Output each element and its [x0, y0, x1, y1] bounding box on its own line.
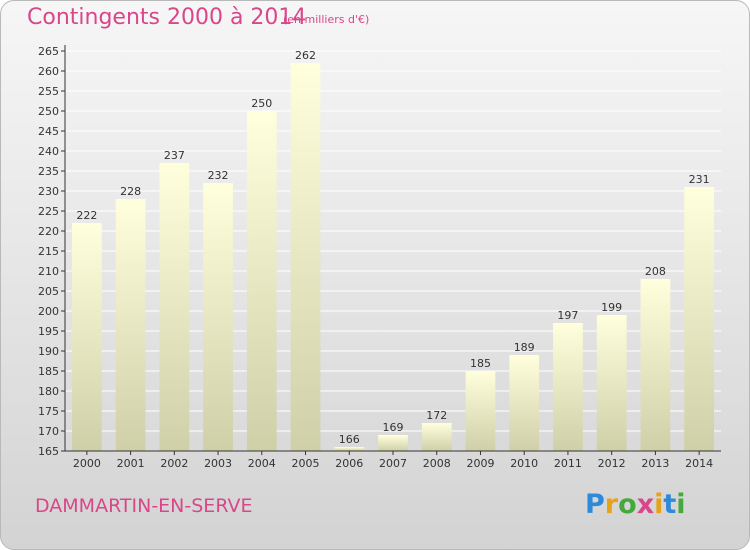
y-tick-label: 185 — [38, 365, 59, 378]
x-tick-label: 2004 — [248, 457, 276, 470]
y-tick-label: 265 — [38, 45, 59, 58]
y-tick-label: 260 — [38, 65, 59, 78]
x-tick-label: 2001 — [117, 457, 145, 470]
y-tick-label: 175 — [38, 405, 59, 418]
logo-letter: x — [636, 489, 655, 520]
data-label: 199 — [601, 301, 622, 314]
y-tick-label: 210 — [38, 265, 59, 278]
y-tick-label: 245 — [38, 125, 59, 138]
data-label: 250 — [251, 97, 272, 110]
bar — [246, 111, 277, 451]
data-label: 185 — [470, 357, 491, 370]
bar — [596, 315, 627, 451]
data-label: 189 — [514, 341, 535, 354]
chart-subtitle: (en milliers d'€) — [283, 13, 370, 26]
bar — [115, 199, 146, 451]
logo-letter: P — [585, 489, 605, 520]
y-tick-label: 165 — [38, 445, 59, 458]
bar — [334, 447, 365, 451]
y-tick-label: 215 — [38, 245, 59, 258]
data-label: 166 — [339, 433, 360, 446]
data-label: 237 — [164, 149, 185, 162]
data-labels: 222 228 237 232 250 262 166 169 172 185 189 197 199 2… — [76, 49, 709, 446]
x-tick-label: 2006 — [335, 457, 363, 470]
bar — [509, 355, 540, 451]
y-tick-label: 250 — [38, 105, 59, 118]
bar — [159, 163, 190, 451]
y-tick-label: 240 — [38, 145, 59, 158]
data-label: 172 — [426, 409, 447, 422]
y-tick-label: 220 — [38, 225, 59, 238]
y-tick-label: 255 — [38, 85, 59, 98]
bar — [378, 435, 408, 451]
data-label: 222 — [76, 209, 97, 222]
bar — [71, 223, 102, 451]
y-tick-label: 195 — [38, 325, 59, 338]
bar — [684, 187, 715, 451]
logo-letter: o — [618, 489, 637, 520]
y-tick-label: 205 — [38, 285, 59, 298]
bar — [203, 183, 233, 451]
data-label: 232 — [208, 169, 229, 182]
y-tick-label: 170 — [38, 425, 59, 438]
x-tick-label: 2002 — [160, 457, 188, 470]
logo-letter: r — [604, 489, 619, 520]
x-tick-label: 2012 — [598, 457, 626, 470]
y-tick-label: 230 — [38, 185, 59, 198]
x-tick-label: 2005 — [292, 457, 320, 470]
data-label: 169 — [383, 421, 404, 434]
x-tick-label: 2014 — [685, 457, 713, 470]
logo-letter: i — [654, 489, 664, 520]
bar — [421, 423, 452, 451]
chart-title: Contingents 2000 à 2014 — [27, 5, 307, 30]
x-tick-label: 2011 — [554, 457, 582, 470]
y-tick-label: 225 — [38, 205, 59, 218]
data-label: 197 — [557, 309, 578, 322]
x-tick-label: 2009 — [466, 457, 494, 470]
logo-letter: i — [676, 489, 686, 520]
bar — [465, 371, 496, 451]
data-label: 228 — [120, 185, 141, 198]
bars — [71, 63, 715, 451]
x-tick-label: 2008 — [423, 457, 451, 470]
y-tick-label: 180 — [38, 385, 59, 398]
logo-letter: t — [663, 489, 677, 520]
x-tick-label: 2010 — [510, 457, 538, 470]
y-tick-label: 200 — [38, 305, 59, 318]
y-tick-label: 190 — [38, 345, 59, 358]
axes: 165 170 175 180 185 190 195 200 205 210 215 220 225 2… — [38, 45, 721, 470]
data-label: 231 — [689, 173, 710, 186]
y-tick-label: 235 — [38, 165, 59, 178]
proxiti-logo[interactable]: Proxiti — [585, 489, 686, 520]
x-tick-label: 2007 — [379, 457, 407, 470]
bar — [553, 323, 583, 451]
x-tick-label: 2000 — [73, 457, 101, 470]
commune-name: DAMMARTIN-EN-SERVE — [35, 495, 253, 517]
data-label: 208 — [645, 265, 666, 278]
bar — [640, 279, 671, 451]
bar — [290, 63, 321, 451]
data-label: 262 — [295, 49, 316, 62]
x-tick-label: 2003 — [204, 457, 232, 470]
x-tick-label: 2013 — [641, 457, 669, 470]
